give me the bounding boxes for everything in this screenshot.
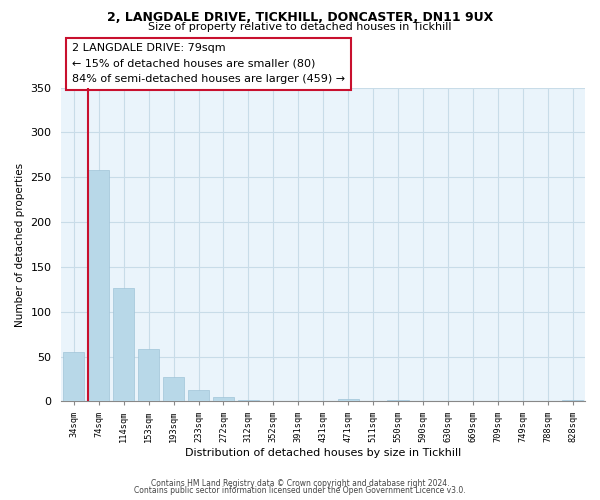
Text: 2 LANGDALE DRIVE: 79sqm
← 15% of detached houses are smaller (80)
84% of semi-de: 2 LANGDALE DRIVE: 79sqm ← 15% of detache… [72, 43, 345, 84]
X-axis label: Distribution of detached houses by size in Tickhill: Distribution of detached houses by size … [185, 448, 461, 458]
Bar [388, 400, 409, 402]
Text: Contains HM Land Registry data © Crown copyright and database right 2024.: Contains HM Land Registry data © Crown c… [151, 478, 449, 488]
Text: Contains public sector information licensed under the Open Government Licence v3: Contains public sector information licen… [134, 486, 466, 495]
Bar [138, 350, 159, 402]
Bar [562, 400, 583, 402]
Bar [338, 398, 359, 402]
Y-axis label: Number of detached properties: Number of detached properties [15, 162, 25, 326]
Bar [63, 352, 85, 402]
Text: 2, LANGDALE DRIVE, TICKHILL, DONCASTER, DN11 9UX: 2, LANGDALE DRIVE, TICKHILL, DONCASTER, … [107, 11, 493, 24]
Bar [238, 400, 259, 402]
Text: Size of property relative to detached houses in Tickhill: Size of property relative to detached ho… [148, 22, 452, 32]
Bar [163, 377, 184, 402]
Bar [188, 390, 209, 402]
Bar [213, 397, 234, 402]
Bar [88, 170, 109, 402]
Bar [113, 288, 134, 402]
